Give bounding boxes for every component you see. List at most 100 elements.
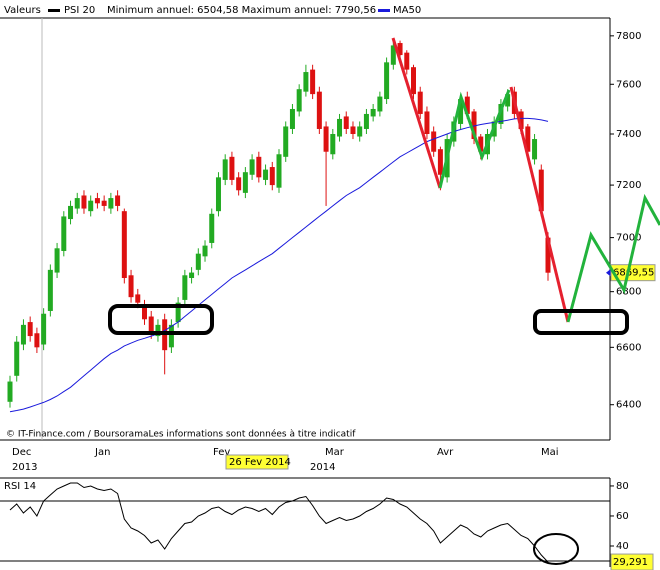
candle-body bbox=[289, 108, 295, 129]
candle-body bbox=[34, 333, 40, 348]
candle-body bbox=[155, 324, 161, 337]
candle-body bbox=[209, 213, 215, 243]
candle-body bbox=[108, 198, 114, 209]
legend-swatch bbox=[378, 9, 390, 12]
y-tick-label: 7200 bbox=[616, 180, 641, 191]
candle-body bbox=[458, 99, 464, 124]
candle-body bbox=[74, 198, 80, 209]
candle-body bbox=[464, 96, 470, 114]
trend-annotation bbox=[566, 193, 660, 323]
candle-body bbox=[390, 45, 396, 65]
header-label: Valeurs bbox=[4, 5, 41, 16]
legend-swatch bbox=[48, 9, 60, 12]
candle-body bbox=[168, 324, 174, 348]
candle-body bbox=[263, 169, 269, 180]
candle-body bbox=[121, 211, 127, 279]
candle-body bbox=[135, 294, 141, 303]
candle-body bbox=[47, 269, 53, 311]
candle-body bbox=[545, 237, 551, 273]
candle-body bbox=[249, 159, 255, 175]
candle-body bbox=[81, 195, 87, 209]
candle-body bbox=[525, 126, 531, 152]
candle-body bbox=[276, 154, 282, 188]
rsi-tick-label: 60 bbox=[616, 511, 629, 522]
candle-body bbox=[41, 313, 47, 345]
candle-body bbox=[175, 302, 181, 323]
candle-body bbox=[101, 200, 107, 206]
cursor-date-box bbox=[225, 454, 289, 470]
candle-body bbox=[330, 134, 336, 155]
trend-annotation bbox=[509, 86, 570, 323]
x-tick-label: Jan bbox=[94, 447, 110, 458]
candle-body bbox=[404, 52, 410, 70]
highlight-ellipse bbox=[533, 533, 579, 565]
y-tick-label: 7800 bbox=[616, 31, 641, 42]
candle-body bbox=[195, 253, 201, 270]
x-tick-label: Mai bbox=[541, 447, 559, 458]
y-tick-label: 7400 bbox=[616, 129, 641, 140]
year-label: 2014 bbox=[310, 462, 335, 473]
header-range: Minimum annuel: 6504,58 Maximum annuel: … bbox=[107, 5, 376, 16]
candle-body bbox=[142, 305, 147, 320]
candle-body bbox=[148, 316, 154, 334]
y-tick-label: 6600 bbox=[616, 342, 641, 353]
candle-body bbox=[384, 62, 390, 100]
trend-annotation bbox=[391, 37, 442, 189]
highlight-box bbox=[108, 304, 214, 335]
candle-body bbox=[229, 156, 235, 180]
y-tick-label: 7000 bbox=[616, 233, 641, 244]
cursor-date: 26 Fev 2014 bbox=[229, 457, 291, 468]
candle-body bbox=[236, 177, 242, 191]
candle-body bbox=[431, 131, 437, 152]
candle-body bbox=[303, 72, 309, 92]
y-tick-label: 7600 bbox=[616, 79, 641, 90]
candle-body bbox=[377, 96, 383, 112]
candle-body bbox=[283, 126, 289, 157]
trend-annotation bbox=[438, 89, 511, 189]
candle-body bbox=[532, 139, 538, 160]
candle-body bbox=[269, 167, 275, 186]
candle-body bbox=[411, 67, 416, 95]
candle-body bbox=[202, 245, 208, 257]
rsi-line bbox=[9, 482, 549, 563]
candle-body bbox=[189, 272, 195, 279]
y-tick-label: 6400 bbox=[616, 400, 641, 411]
candle-body bbox=[424, 111, 430, 135]
ma50-line bbox=[9, 117, 549, 413]
candle-body bbox=[7, 381, 13, 402]
legend-series: PSI 20 bbox=[64, 5, 95, 16]
candle-body bbox=[296, 89, 302, 112]
candle-body bbox=[128, 275, 134, 298]
candle-body bbox=[242, 172, 248, 193]
price-pointer bbox=[606, 268, 611, 277]
x-tick-label: Fev bbox=[213, 447, 230, 458]
candle-body bbox=[310, 69, 316, 95]
candle-body bbox=[437, 149, 443, 175]
candle-body bbox=[323, 126, 329, 152]
candle-body bbox=[14, 341, 20, 376]
candle-body bbox=[222, 159, 228, 180]
footer-credit: © IT-Finance.com / BoursoramaLes informa… bbox=[6, 429, 356, 440]
highlight-box bbox=[533, 309, 629, 335]
candle-body bbox=[316, 91, 322, 129]
candle-body bbox=[256, 156, 262, 178]
price-tag bbox=[610, 264, 656, 282]
candle-body bbox=[215, 177, 221, 212]
rsi-tick-label: 40 bbox=[616, 541, 629, 552]
candle-body bbox=[370, 108, 376, 117]
candle-body bbox=[478, 136, 484, 152]
candle-body bbox=[505, 94, 511, 107]
candle-body bbox=[61, 216, 67, 251]
rsi-tag-label: 29,291 bbox=[613, 557, 648, 568]
legend-ma: MA50 bbox=[393, 5, 421, 16]
candle-body bbox=[350, 126, 356, 135]
candle-body bbox=[417, 91, 423, 114]
candle-body bbox=[182, 275, 188, 300]
candle-body bbox=[27, 322, 33, 337]
candle-body bbox=[337, 118, 343, 137]
y-tick-label: 6800 bbox=[616, 287, 641, 298]
x-tick-label: Mar bbox=[325, 447, 345, 458]
rsi-tag bbox=[610, 553, 654, 570]
